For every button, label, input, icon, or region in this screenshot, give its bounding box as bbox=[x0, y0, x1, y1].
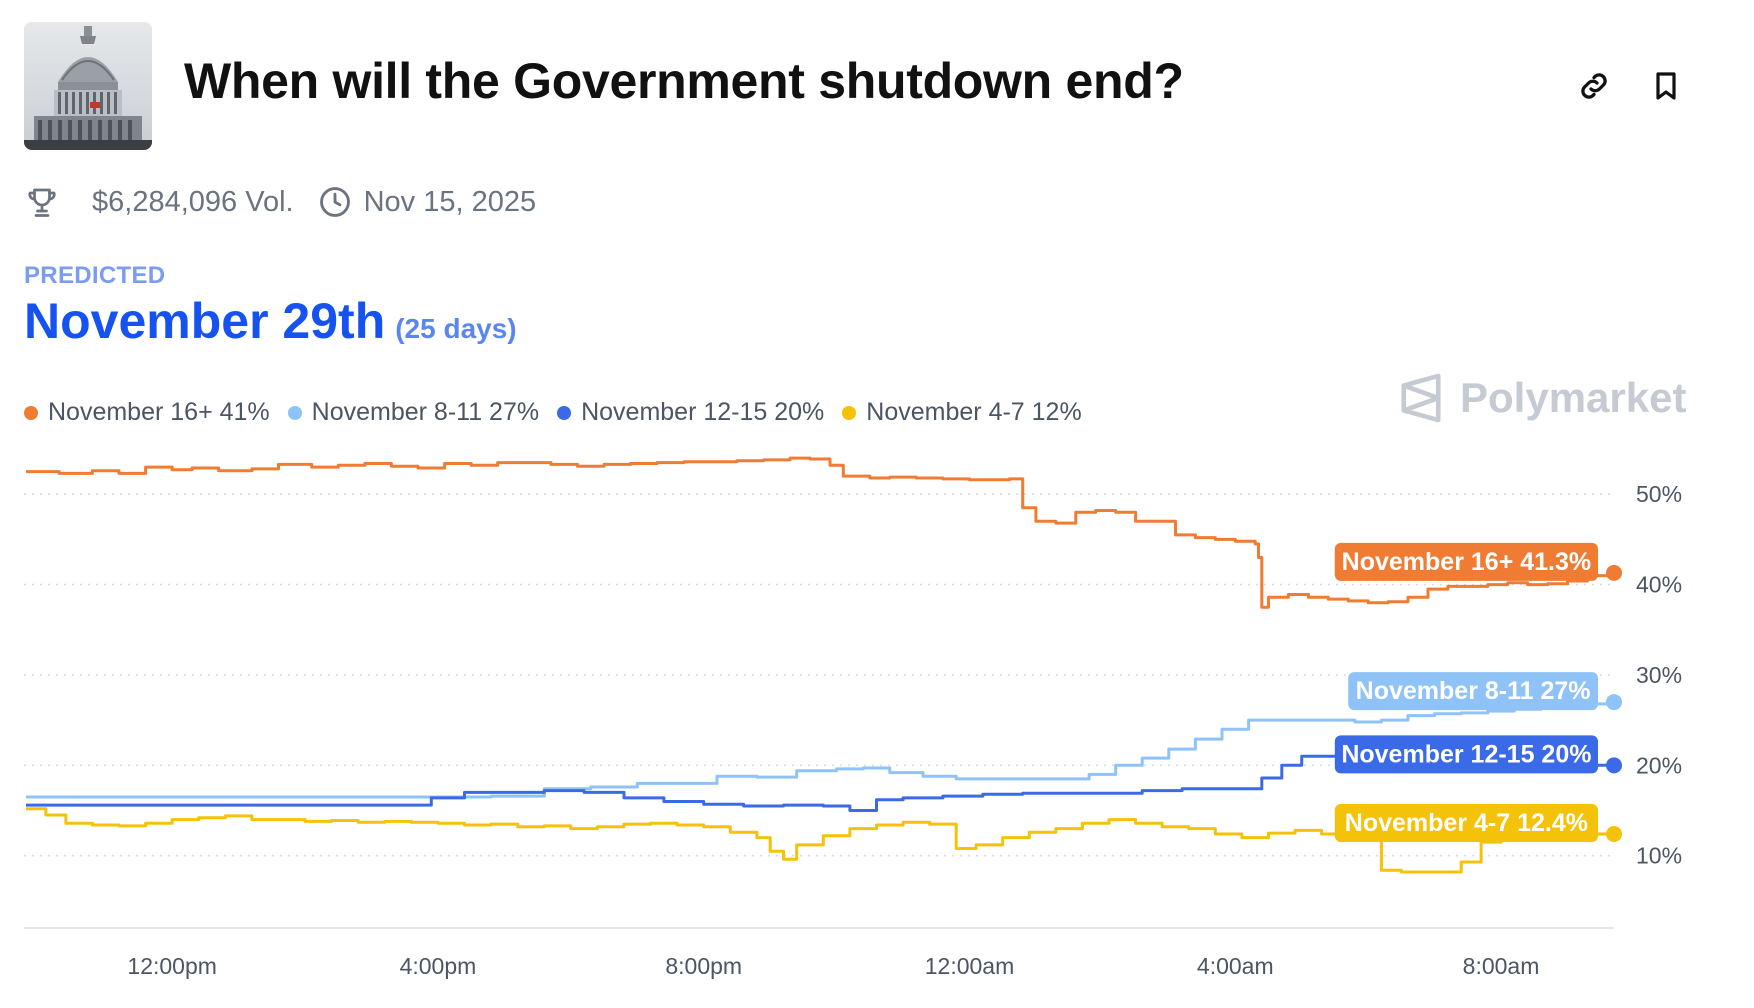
legend-item[interactable]: November 4-7 12% bbox=[842, 398, 1082, 427]
series-end-label-bg bbox=[1334, 735, 1598, 774]
legend-label: November 12-15 20% bbox=[581, 398, 825, 426]
capitol-building-image bbox=[24, 22, 152, 150]
predicted-date: November 29th bbox=[24, 293, 386, 349]
series-end-point bbox=[1606, 826, 1622, 843]
chart-end-labels: November 16+ 41.3% November 8-11 27% Novem… bbox=[1334, 542, 1622, 843]
clock-icon bbox=[318, 185, 352, 219]
series-line bbox=[26, 456, 1616, 609]
volume-text: $6,284,096 Vol. bbox=[92, 185, 294, 218]
copy-link-button[interactable] bbox=[1570, 62, 1618, 110]
legend-dot bbox=[287, 405, 302, 420]
series-end-label: November 8-11 27% bbox=[1356, 677, 1591, 705]
series-end-point bbox=[1606, 694, 1622, 711]
legend-label: November 8-11 27% bbox=[311, 398, 540, 426]
legend-label: November 4-7 12% bbox=[866, 398, 1082, 426]
legend-item[interactable]: November 8-11 27% bbox=[287, 398, 540, 427]
x-tick-label: 8:00am bbox=[1463, 953, 1540, 979]
polymarket-watermark: Polymarket bbox=[1398, 372, 1686, 424]
x-tick-label: 4:00pm bbox=[400, 953, 477, 979]
predicted-value: November 29th (25 days) bbox=[24, 292, 517, 350]
series-end-label-bg bbox=[1334, 542, 1598, 581]
chart-legend: November 16+ 41% November 8-11 27% Novem… bbox=[24, 398, 1100, 427]
chart-ticks: 10% 20% 30% 40% 50% 12:00pm 4:00pm 8:00pm 12:00a… bbox=[127, 481, 1682, 979]
legend-item[interactable]: November 12-15 20% bbox=[557, 398, 824, 427]
market-meta: $6,284,096 Vol. Nov 15, 2025 bbox=[24, 180, 536, 224]
x-tick-label: 12:00am bbox=[925, 953, 1015, 979]
y-tick-label: 50% bbox=[1636, 481, 1682, 507]
legend-dot bbox=[842, 405, 857, 420]
predicted-days: (25 days) bbox=[395, 313, 517, 344]
chart-grid bbox=[24, 493, 1614, 929]
y-tick-label: 20% bbox=[1636, 752, 1682, 778]
market-title: When will the Government shutdown end? bbox=[184, 53, 1184, 109]
bookmark-icon bbox=[1656, 72, 1676, 100]
bookmark-button[interactable] bbox=[1642, 62, 1690, 110]
predicted-label: PREDICTED bbox=[24, 262, 166, 289]
series-end-point bbox=[1606, 564, 1622, 581]
x-tick-label: 4:00am bbox=[1197, 953, 1274, 979]
legend-label: November 16+ 41% bbox=[48, 398, 270, 426]
watermark-text: Polymarket bbox=[1460, 374, 1687, 421]
link-icon bbox=[1581, 73, 1607, 99]
end-date-text: Nov 15, 2025 bbox=[363, 185, 537, 218]
polymarket-logo-icon bbox=[1401, 373, 1441, 423]
series-end-label-bg bbox=[1348, 672, 1598, 711]
legend-dot bbox=[557, 405, 572, 420]
y-tick-label: 10% bbox=[1636, 843, 1682, 869]
trophy-icon bbox=[24, 184, 60, 220]
x-tick-label: 8:00pm bbox=[665, 953, 742, 979]
legend-item[interactable]: November 16+ 41% bbox=[24, 398, 270, 427]
series-end-label: November 4-7 12.4% bbox=[1345, 809, 1588, 837]
legend-dot bbox=[24, 405, 38, 420]
y-tick-label: 30% bbox=[1636, 662, 1682, 688]
y-tick-label: 40% bbox=[1636, 572, 1682, 598]
series-end-label-bg bbox=[1334, 804, 1598, 843]
series-end-label: November 12-15 20% bbox=[1341, 740, 1591, 768]
x-tick-label: 12:00pm bbox=[127, 953, 217, 979]
series-line bbox=[26, 702, 1616, 799]
series-end-label: November 16+ 41.3% bbox=[1342, 548, 1591, 576]
series-end-point bbox=[1606, 757, 1622, 774]
